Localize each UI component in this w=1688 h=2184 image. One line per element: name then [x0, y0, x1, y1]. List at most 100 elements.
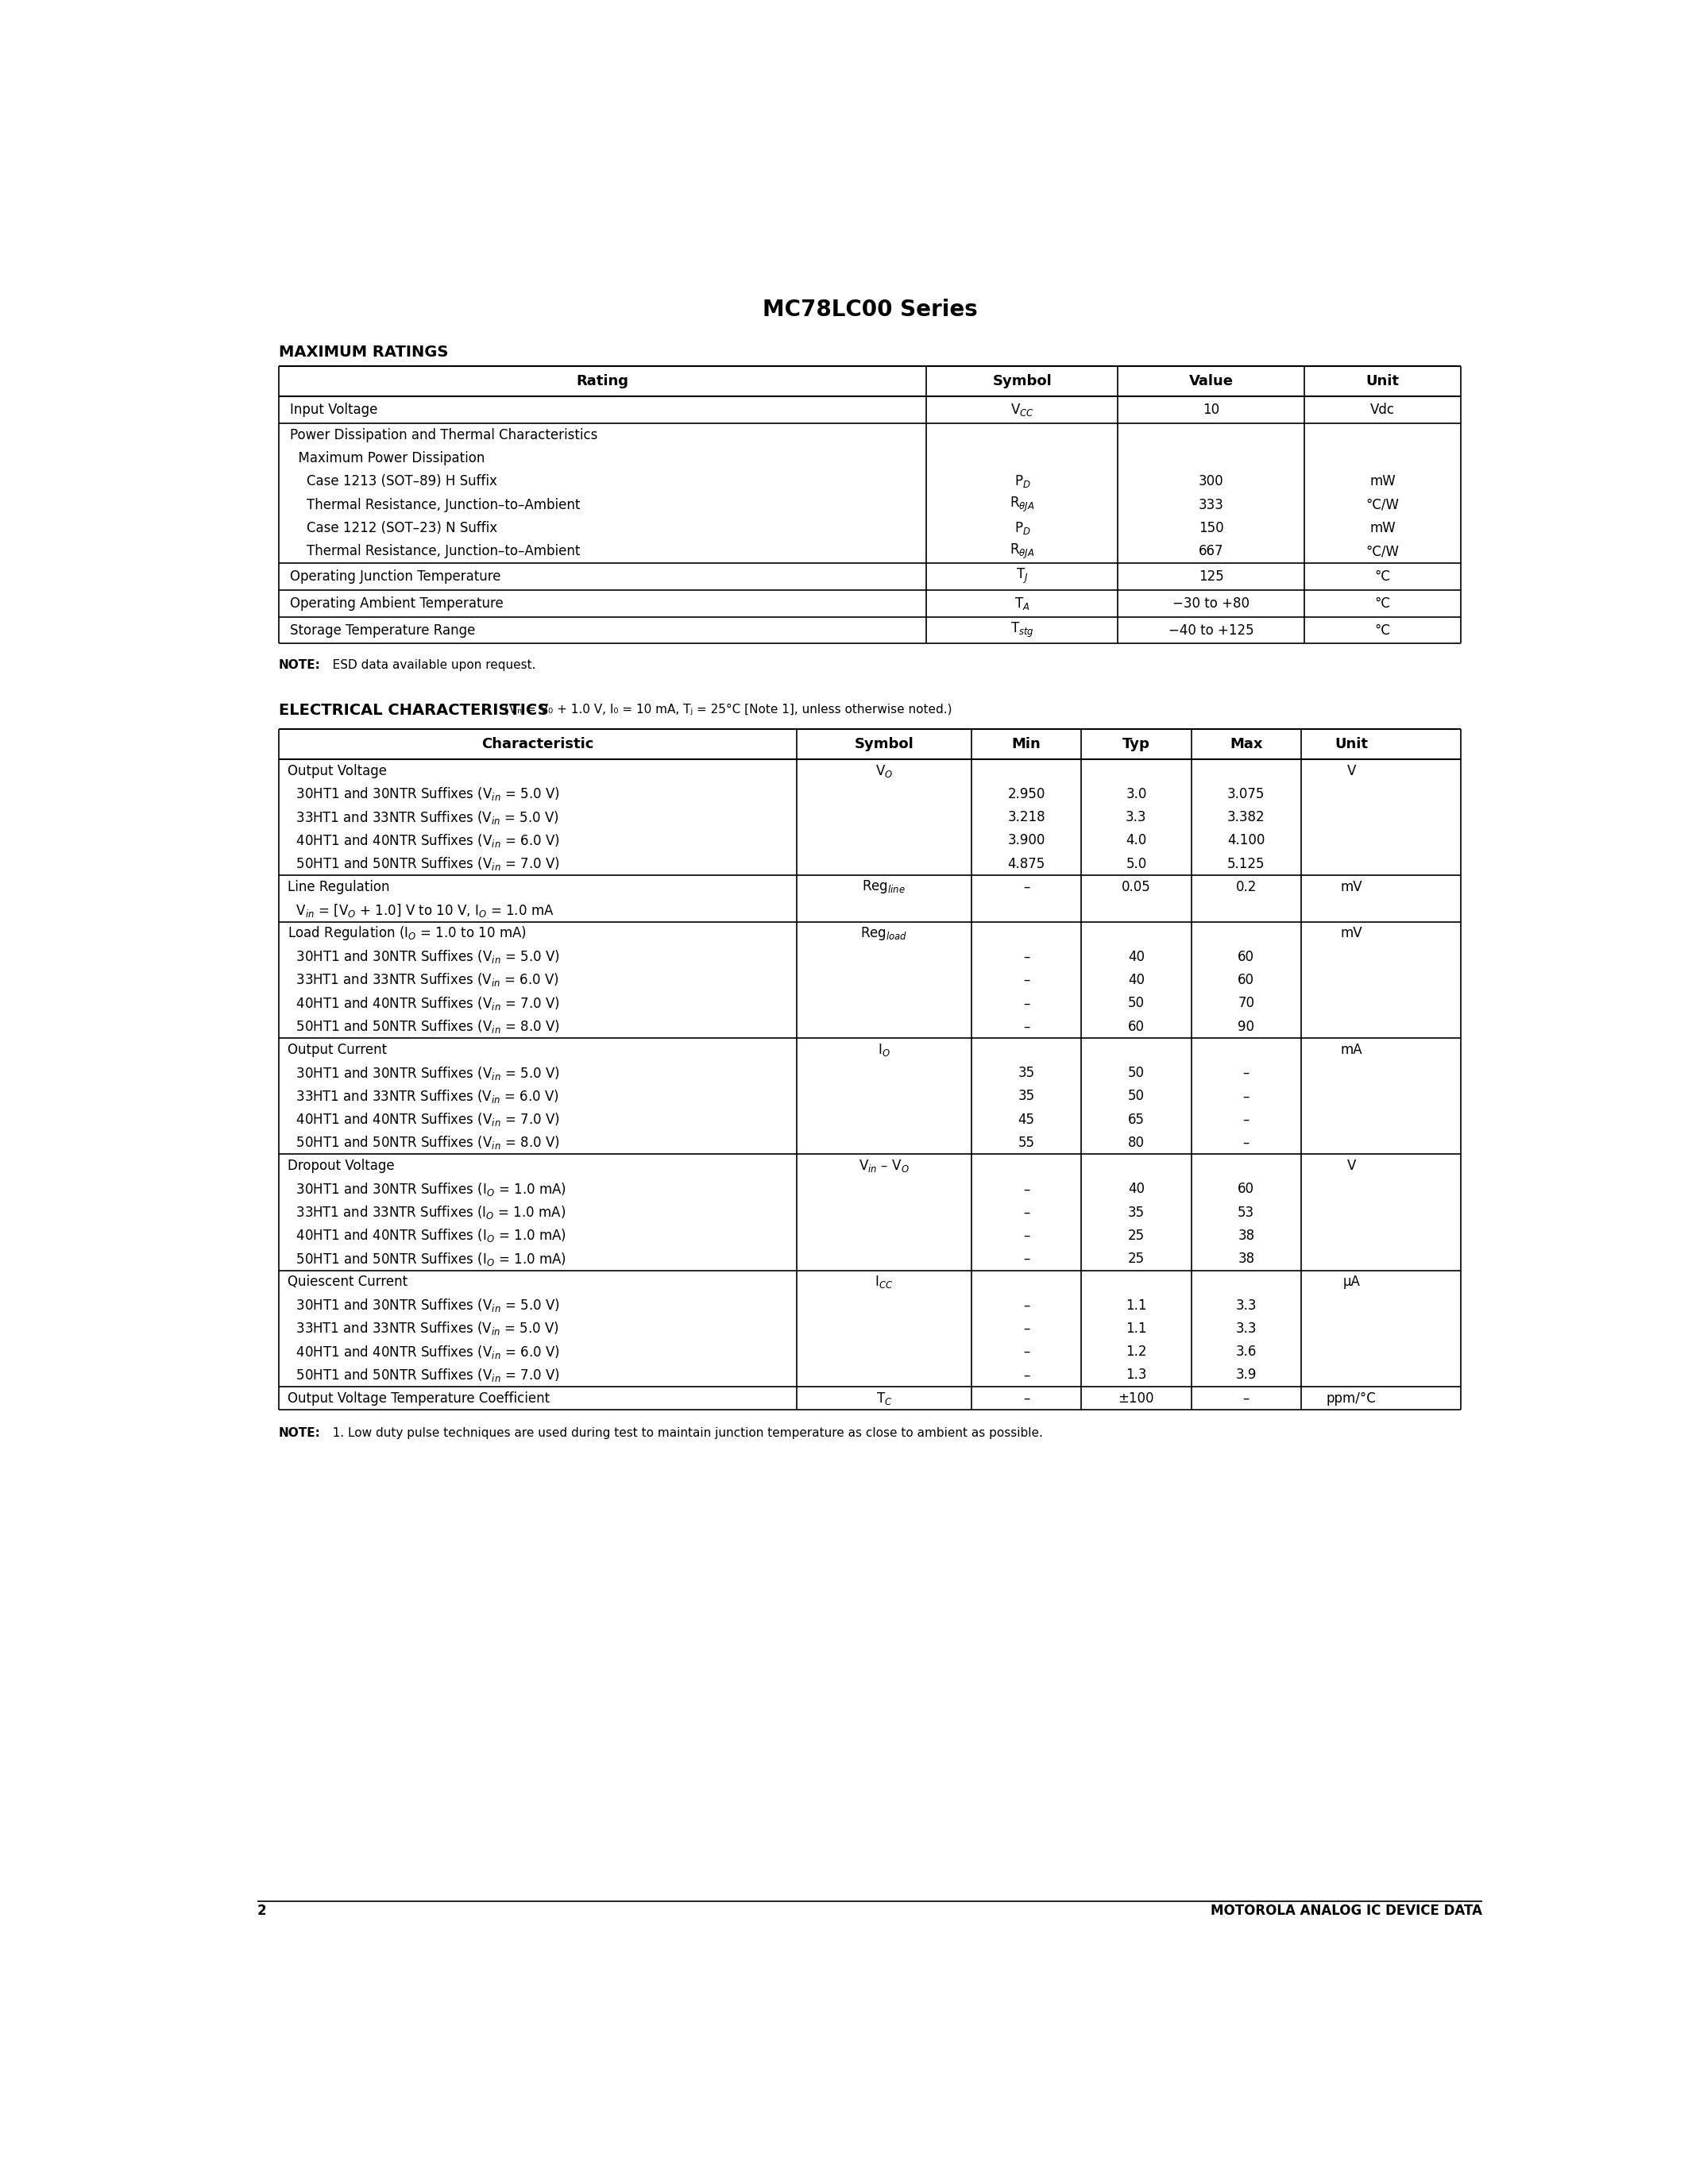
Text: 4.875: 4.875 — [1008, 856, 1045, 871]
Text: T$_{stg}$: T$_{stg}$ — [1011, 620, 1035, 640]
Text: Max: Max — [1229, 736, 1263, 751]
Text: 3.9: 3.9 — [1236, 1367, 1256, 1382]
Text: 4.100: 4.100 — [1227, 834, 1264, 847]
Text: 60: 60 — [1237, 950, 1254, 963]
Text: Load Regulation (I$_O$ = 1.0 to 10 mA): Load Regulation (I$_O$ = 1.0 to 10 mA) — [289, 924, 527, 941]
Text: 90: 90 — [1237, 1020, 1254, 1033]
Text: 40HT1 and 40NTR Suffixes (V$_{in}$ = 6.0 V): 40HT1 and 40NTR Suffixes (V$_{in}$ = 6.0… — [289, 1343, 560, 1361]
Text: mW: mW — [1369, 474, 1396, 489]
Text: MAXIMUM RATINGS: MAXIMUM RATINGS — [279, 345, 449, 360]
Text: 2.950: 2.950 — [1008, 786, 1045, 802]
Text: –: – — [1023, 996, 1030, 1011]
Text: T$_A$: T$_A$ — [1014, 596, 1030, 612]
Text: Case 1212 (SOT–23) N Suffix: Case 1212 (SOT–23) N Suffix — [290, 522, 498, 535]
Text: 40HT1 and 40NTR Suffixes (V$_{in}$ = 7.0 V): 40HT1 and 40NTR Suffixes (V$_{in}$ = 7.0… — [289, 996, 560, 1011]
Text: V$_O$: V$_O$ — [874, 762, 893, 780]
Text: Reg$_{line}$: Reg$_{line}$ — [863, 878, 906, 895]
Text: Thermal Resistance, Junction–to–Ambient: Thermal Resistance, Junction–to–Ambient — [290, 498, 581, 511]
Text: 70: 70 — [1237, 996, 1254, 1011]
Text: I$_O$: I$_O$ — [878, 1042, 890, 1057]
Text: –: – — [1242, 1136, 1249, 1149]
Text: 33HT1 and 33NTR Suffixes (I$_O$ = 1.0 mA): 33HT1 and 33NTR Suffixes (I$_O$ = 1.0 mA… — [289, 1203, 565, 1221]
Text: MC78LC00 Series: MC78LC00 Series — [763, 299, 977, 321]
Text: Unit: Unit — [1335, 736, 1367, 751]
Text: (Vₙ = V₀ + 1.0 V, I₀ = 10 mA, Tⱼ = 25°C [Note 1], unless otherwise noted.): (Vₙ = V₀ + 1.0 V, I₀ = 10 mA, Tⱼ = 25°C … — [500, 703, 952, 714]
Text: 65: 65 — [1128, 1112, 1144, 1127]
Text: –: – — [1023, 972, 1030, 987]
Text: 1.1: 1.1 — [1126, 1297, 1146, 1313]
Text: –: – — [1023, 1367, 1030, 1382]
Text: Characteristic: Characteristic — [481, 736, 594, 751]
Text: 40HT1 and 40NTR Suffixes (I$_O$ = 1.0 mA): 40HT1 and 40NTR Suffixes (I$_O$ = 1.0 mA… — [289, 1227, 567, 1245]
Text: 3.900: 3.900 — [1008, 834, 1045, 847]
Text: I$_{CC}$: I$_{CC}$ — [874, 1273, 893, 1291]
Text: Reg$_{load}$: Reg$_{load}$ — [861, 926, 908, 941]
Text: 1. Low duty pulse techniques are used during test to maintain junction temperatu: 1. Low duty pulse techniques are used du… — [321, 1426, 1043, 1439]
Text: Case 1213 (SOT–89) H Suffix: Case 1213 (SOT–89) H Suffix — [290, 474, 496, 489]
Text: Value: Value — [1188, 373, 1234, 389]
Text: 25: 25 — [1128, 1251, 1144, 1267]
Text: –: – — [1023, 1321, 1030, 1337]
Text: Typ: Typ — [1123, 736, 1150, 751]
Text: 30HT1 and 30NTR Suffixes (I$_O$ = 1.0 mA): 30HT1 and 30NTR Suffixes (I$_O$ = 1.0 mA… — [289, 1182, 567, 1197]
Text: °C: °C — [1374, 596, 1391, 612]
Text: ESD data available upon request.: ESD data available upon request. — [321, 660, 535, 670]
Text: Input Voltage: Input Voltage — [290, 402, 378, 417]
Text: –: – — [1023, 1206, 1030, 1219]
Text: 1.1: 1.1 — [1126, 1321, 1146, 1337]
Text: –: – — [1023, 1391, 1030, 1406]
Text: P$_D$: P$_D$ — [1014, 474, 1030, 489]
Text: °C: °C — [1374, 622, 1391, 638]
Text: 55: 55 — [1018, 1136, 1035, 1149]
Text: 35: 35 — [1128, 1206, 1144, 1219]
Text: Unit: Unit — [1366, 373, 1399, 389]
Text: V$_{CC}$: V$_{CC}$ — [1011, 402, 1035, 417]
Text: 30HT1 and 30NTR Suffixes (V$_{in}$ = 5.0 V): 30HT1 and 30NTR Suffixes (V$_{in}$ = 5.0… — [289, 948, 560, 965]
Text: Thermal Resistance, Junction–to–Ambient: Thermal Resistance, Junction–to–Ambient — [290, 544, 581, 559]
Text: 60: 60 — [1128, 1020, 1144, 1033]
Text: 40: 40 — [1128, 950, 1144, 963]
Text: 40: 40 — [1128, 972, 1144, 987]
Text: NOTE:: NOTE: — [279, 1426, 321, 1439]
Text: Vdc: Vdc — [1371, 402, 1394, 417]
Text: 33HT1 and 33NTR Suffixes (V$_{in}$ = 5.0 V): 33HT1 and 33NTR Suffixes (V$_{in}$ = 5.0… — [289, 1321, 560, 1337]
Text: °C/W: °C/W — [1366, 544, 1399, 559]
Text: 1.3: 1.3 — [1126, 1367, 1146, 1382]
Text: °C: °C — [1374, 570, 1391, 583]
Text: 33HT1 and 33NTR Suffixes (V$_{in}$ = 5.0 V): 33HT1 and 33NTR Suffixes (V$_{in}$ = 5.0… — [289, 808, 560, 826]
Text: 38: 38 — [1237, 1227, 1254, 1243]
Text: 33HT1 and 33NTR Suffixes (V$_{in}$ = 6.0 V): 33HT1 and 33NTR Suffixes (V$_{in}$ = 6.0… — [289, 972, 560, 989]
Text: 3.382: 3.382 — [1227, 810, 1264, 826]
Text: Line Regulation: Line Regulation — [289, 880, 390, 893]
Text: –: – — [1023, 1297, 1030, 1313]
Text: –: – — [1023, 1251, 1030, 1267]
Text: –: – — [1023, 880, 1030, 893]
Text: 5.125: 5.125 — [1227, 856, 1264, 871]
Text: 0.05: 0.05 — [1121, 880, 1151, 893]
Text: V$_{in}$ – V$_O$: V$_{in}$ – V$_O$ — [859, 1158, 910, 1173]
Text: P$_D$: P$_D$ — [1014, 520, 1030, 535]
Text: 25: 25 — [1128, 1227, 1144, 1243]
Text: T$_J$: T$_J$ — [1016, 568, 1028, 585]
Text: mV: mV — [1340, 880, 1362, 893]
Text: ±100: ±100 — [1117, 1391, 1155, 1406]
Text: –: – — [1023, 1345, 1030, 1358]
Text: 50HT1 and 50NTR Suffixes (V$_{in}$ = 7.0 V): 50HT1 and 50NTR Suffixes (V$_{in}$ = 7.0… — [289, 856, 560, 871]
Text: Dropout Voltage: Dropout Voltage — [289, 1160, 395, 1173]
Text: –: – — [1242, 1391, 1249, 1406]
Text: Output Current: Output Current — [289, 1042, 387, 1057]
Text: –: – — [1023, 950, 1030, 963]
Text: Operating Ambient Temperature: Operating Ambient Temperature — [290, 596, 503, 612]
Text: 33HT1 and 33NTR Suffixes (V$_{in}$ = 6.0 V): 33HT1 and 33NTR Suffixes (V$_{in}$ = 6.0… — [289, 1088, 560, 1105]
Text: 50: 50 — [1128, 1090, 1144, 1103]
Text: 125: 125 — [1198, 570, 1224, 583]
Text: Power Dissipation and Thermal Characteristics: Power Dissipation and Thermal Characteri… — [290, 428, 598, 443]
Text: 45: 45 — [1018, 1112, 1035, 1127]
Text: 0.2: 0.2 — [1236, 880, 1256, 893]
Text: 50: 50 — [1128, 996, 1144, 1011]
Text: 3.218: 3.218 — [1008, 810, 1045, 826]
Text: mA: mA — [1340, 1042, 1362, 1057]
Text: ELECTRICAL CHARACTERISTICS: ELECTRICAL CHARACTERISTICS — [279, 703, 549, 719]
Text: Min: Min — [1011, 736, 1041, 751]
Text: 3.075: 3.075 — [1227, 786, 1264, 802]
